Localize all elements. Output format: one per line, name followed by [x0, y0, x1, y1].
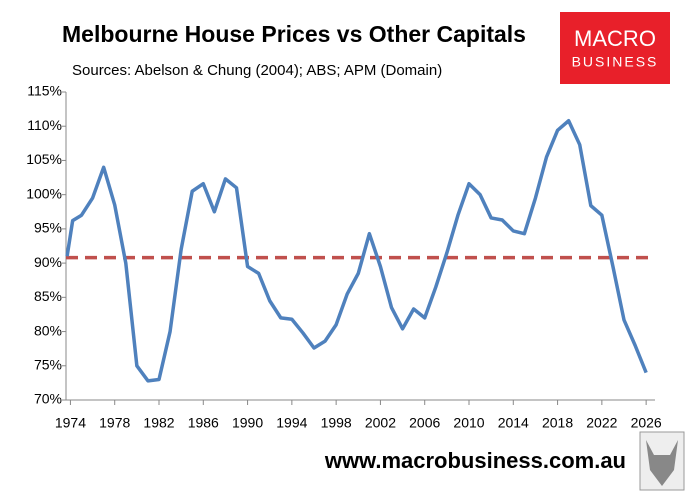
y-tick-label: 115%	[27, 83, 62, 99]
x-tick-label: 1990	[232, 415, 263, 431]
logo-bottom: BUSINESS	[572, 54, 659, 70]
x-tick-label: 2022	[586, 415, 617, 431]
x-tick-label: 1986	[188, 415, 219, 431]
wolf-icon	[639, 431, 685, 491]
chart-title: Melbourne House Prices vs Other Capitals	[62, 21, 526, 47]
x-tick-label: 1994	[276, 415, 307, 431]
logo-box	[560, 12, 670, 84]
y-tick-label: 80%	[34, 322, 62, 338]
x-tick-label: 1998	[321, 415, 352, 431]
y-tick-label: 95%	[34, 220, 62, 236]
x-tick-label: 2018	[542, 415, 573, 431]
y-tick-label: 75%	[34, 356, 62, 372]
website: www.macrobusiness.com.au	[324, 448, 626, 473]
logo-top: MACRO	[574, 26, 656, 51]
y-tick-label: 85%	[34, 288, 62, 304]
x-tick-label: 2014	[498, 415, 529, 431]
x-tick-label: 2010	[453, 415, 484, 431]
x-tick-label: 1978	[99, 415, 130, 431]
y-tick-label: 90%	[34, 254, 62, 270]
x-tick-label: 2002	[365, 415, 396, 431]
x-tick-label: 2006	[409, 415, 440, 431]
y-tick-label: 110%	[27, 117, 62, 133]
chart-subtitle: Sources: Abelson & Chung (2004); ABS; AP…	[72, 62, 442, 79]
y-tick-label: 105%	[26, 151, 62, 167]
x-tick-label: 1982	[143, 415, 174, 431]
x-tick-label: 2026	[631, 415, 662, 431]
series-line	[65, 118, 648, 383]
y-tick-label: 100%	[26, 185, 62, 201]
x-tick-label: 1974	[55, 415, 86, 431]
y-tick-label: 70%	[34, 391, 62, 407]
